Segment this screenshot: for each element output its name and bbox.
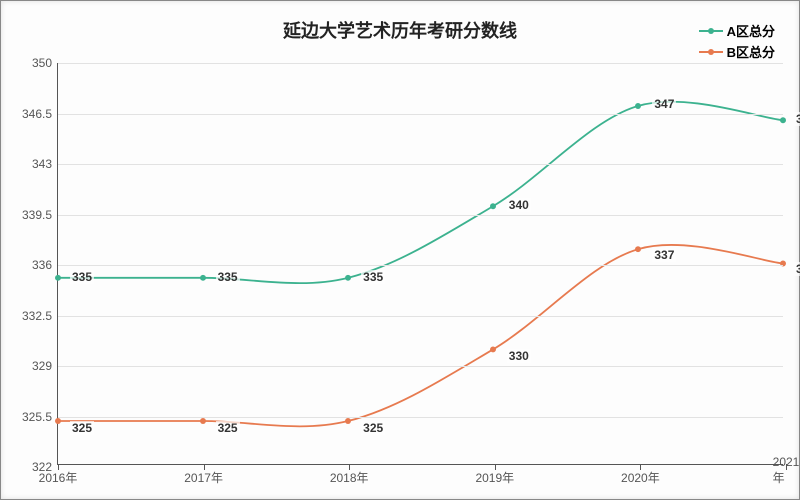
y-axis-label: 325.5: [8, 410, 52, 424]
data-point: [490, 346, 496, 352]
data-label: 340: [507, 198, 531, 212]
legend-swatch-a: [699, 30, 723, 32]
data-label: 325: [70, 421, 94, 435]
y-axis-label: 346.5: [8, 107, 52, 121]
line-canvas: [58, 63, 783, 464]
data-label: 325: [361, 421, 385, 435]
data-label: 335: [70, 270, 94, 284]
y-axis-label: 343: [8, 157, 52, 171]
y-axis-label: 329: [8, 359, 52, 373]
x-axis-label: 2018年: [330, 469, 369, 486]
y-axis-label: 339.5: [8, 208, 52, 222]
data-point: [55, 418, 61, 424]
y-axis-label: 332.5: [8, 309, 52, 323]
gridline: [58, 366, 783, 367]
x-axis-label: 2017年: [184, 469, 223, 486]
x-tick: [640, 464, 641, 470]
data-point: [345, 418, 351, 424]
data-point: [200, 418, 206, 424]
x-tick: [349, 464, 350, 470]
y-axis-label: 336: [8, 258, 52, 272]
data-point: [780, 117, 786, 123]
gridline: [58, 164, 783, 165]
data-label: 336: [794, 262, 800, 276]
gridline: [58, 417, 783, 418]
x-axis-label: 2021年: [773, 455, 800, 486]
series-line: [58, 245, 783, 426]
gridline: [58, 114, 783, 115]
x-axis-label: 2020年: [621, 469, 660, 486]
legend-label-b: B区总分: [727, 42, 775, 61]
data-label: 337: [652, 248, 676, 262]
data-label: 346: [794, 112, 800, 126]
gridline: [58, 265, 783, 266]
data-label: 347: [652, 97, 676, 111]
chart-title: 延边大学艺术历年考研分数线: [1, 17, 799, 43]
legend: A区总分 B区总分: [699, 21, 775, 63]
gridline: [58, 316, 783, 317]
x-axis-label: 2016年: [39, 469, 78, 486]
x-tick: [495, 464, 496, 470]
data-point: [200, 275, 206, 281]
x-axis-label: 2019年: [475, 469, 514, 486]
data-point: [55, 275, 61, 281]
data-point: [635, 103, 641, 109]
x-tick: [58, 464, 59, 470]
data-label: 325: [216, 421, 240, 435]
legend-item-a: A区总分: [699, 21, 775, 40]
gridline: [58, 63, 783, 64]
data-label: 330: [507, 349, 531, 363]
x-tick: [204, 464, 205, 470]
data-point: [345, 275, 351, 281]
legend-label-a: A区总分: [727, 21, 775, 40]
legend-item-b: B区总分: [699, 42, 775, 61]
data-label: 335: [216, 270, 240, 284]
data-point: [490, 203, 496, 209]
data-point: [635, 246, 641, 252]
y-axis-label: 350: [8, 56, 52, 70]
data-label: 335: [361, 270, 385, 284]
plot-area: 322325.5329332.5336339.5343346.53502016年…: [57, 63, 783, 465]
x-tick: [786, 464, 787, 470]
chart-container: 延边大学艺术历年考研分数线 A区总分 B区总分 322325.5329332.5…: [0, 0, 800, 500]
gridline: [58, 215, 783, 216]
legend-swatch-b: [699, 51, 723, 53]
